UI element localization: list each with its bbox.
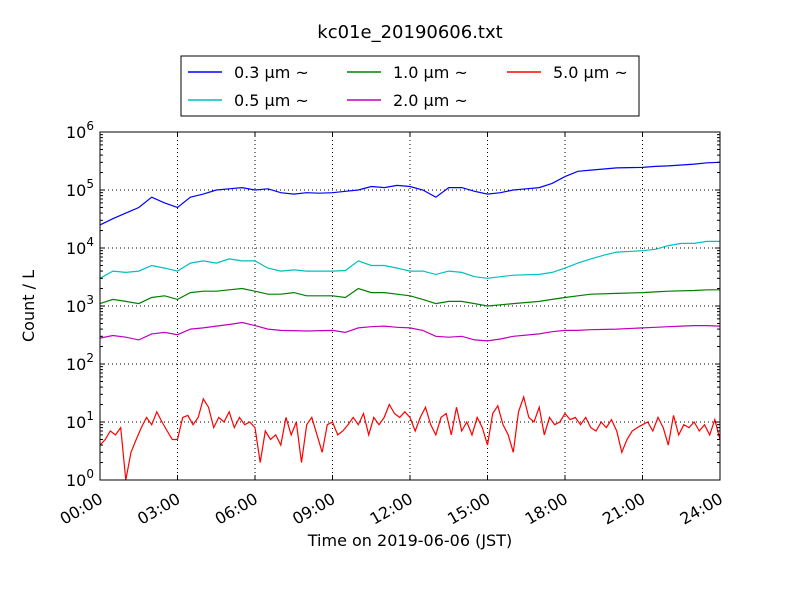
series-line-3 xyxy=(99,321,721,342)
y-axis-ticks: 100 101 102 103 104 105 106 xyxy=(66,119,720,490)
legend-box xyxy=(180,55,640,117)
legend-label: 0.3 μm ~ xyxy=(234,63,309,82)
series-line-0 xyxy=(99,161,721,226)
y-tick-label: 104 xyxy=(66,235,94,258)
x-tick-label: 03:00 xyxy=(134,489,183,529)
legend-label: 2.0 μm ~ xyxy=(393,91,468,110)
x-tick-label: 24:00 xyxy=(677,489,726,529)
legend-label: 1.0 μm ~ xyxy=(393,63,468,82)
x-tick-label: 21:00 xyxy=(599,489,648,529)
legend-label: 0.5 μm ~ xyxy=(234,91,309,110)
y-tick-label: 103 xyxy=(66,293,94,316)
series-line-4 xyxy=(99,394,721,481)
x-tick-label: 18:00 xyxy=(522,489,571,529)
x-tick-label: 15:00 xyxy=(444,489,493,529)
chart-title: kc01e_20190606.txt xyxy=(317,22,502,43)
series-line-2 xyxy=(99,287,720,307)
plot-lines xyxy=(99,161,721,481)
grid xyxy=(100,132,720,480)
legend-label: 5.0 μm ~ xyxy=(553,63,628,82)
x-axis-ticks: 00:00 03:00 06:00 09:00 12:00 15:00 18:00 21:00… xyxy=(57,132,726,529)
legend: 0.3 μm ~ 0.5 μm ~ 1.0 μm ~ 2.0 μm ~ 5.0 μm ~ xyxy=(180,55,640,117)
x-axis-label: Time on 2019-06-06 (JST) xyxy=(307,531,512,550)
y-tick-label: 105 xyxy=(66,177,94,200)
y-tick-label: 101 xyxy=(66,409,94,432)
y-axis-label: Count / L xyxy=(19,270,38,342)
y-tick-label: 102 xyxy=(66,351,94,374)
y-tick-label: 106 xyxy=(66,119,94,142)
y-tick-label: 100 xyxy=(66,467,94,490)
x-tick-label: 00:00 xyxy=(57,489,106,529)
x-tick-label: 06:00 xyxy=(212,489,261,529)
x-tick-label: 12:00 xyxy=(367,489,416,529)
series-line-1 xyxy=(99,240,720,279)
x-tick-label: 09:00 xyxy=(289,489,338,529)
